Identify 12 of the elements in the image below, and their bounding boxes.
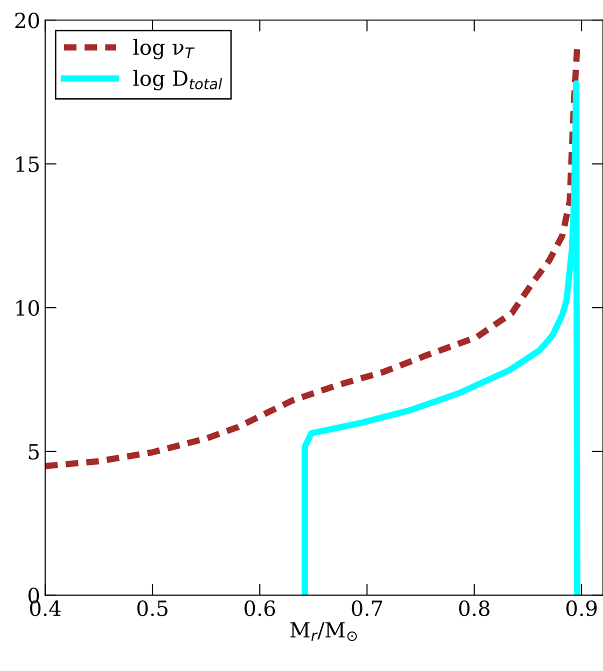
x-axis-title: M$_{r}$/M$_{⊙}$ [290, 622, 357, 642]
y-tick-label: 15 [16, 156, 39, 172]
x-tick-label: 0.7 [352, 600, 382, 616]
x-tick-label: 0.8 [459, 600, 490, 616]
y-tick-label: 5 [28, 444, 39, 460]
y-tick-label: 20 [15, 12, 39, 28]
x-tick-label: 0.6 [244, 600, 276, 616]
x-tick-label: 0.5 [137, 600, 168, 616]
legend-label: log D$_{total}$ [133, 70, 222, 90]
x-tick-label: 0.9 [566, 600, 597, 616]
legend-label: log ν$_{T}$ [133, 38, 195, 60]
y-tick-label: 10 [16, 300, 39, 316]
